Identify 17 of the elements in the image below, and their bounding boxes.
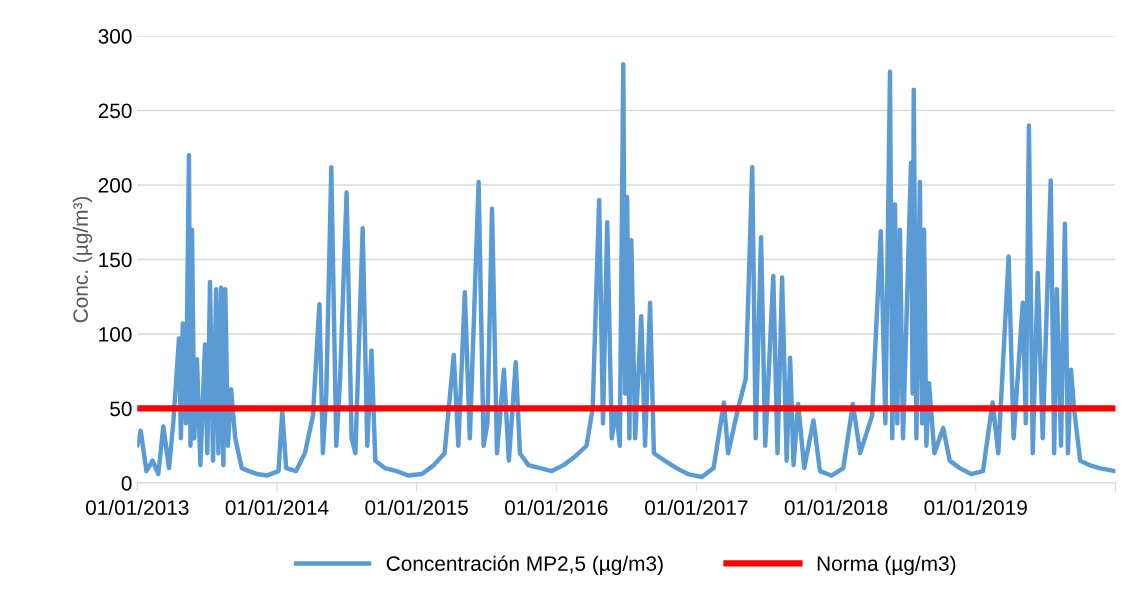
x-tick-label: 01/01/2014: [225, 499, 329, 515]
legend-label: Concentración MP2,5 (µg/m3): [386, 555, 663, 576]
x-tick-label: 01/01/2018: [784, 499, 888, 515]
y-tick-label: 100: [99, 327, 132, 342]
y-tick-label: 150: [99, 252, 132, 268]
x-tick-label: 01/01/2019: [924, 499, 1027, 515]
y-tick-label: 0: [121, 476, 132, 491]
y-tick-label: 200: [98, 178, 132, 193]
y-tick-label: 300: [98, 29, 132, 44]
legend-label: Norma (µg/m3): [817, 555, 956, 576]
y-tick-label: 250: [98, 103, 132, 119]
x-tick-label: 01/01/2016: [505, 499, 608, 515]
x-tick-label: 01/01/2013: [85, 499, 189, 515]
y-tick-label: 50: [110, 401, 132, 417]
x-tick-label: 01/01/2017: [645, 499, 748, 515]
x-tick-label: 01/01/2015: [365, 499, 468, 515]
y-axis-title: Conc. (µg/m³): [72, 196, 93, 323]
